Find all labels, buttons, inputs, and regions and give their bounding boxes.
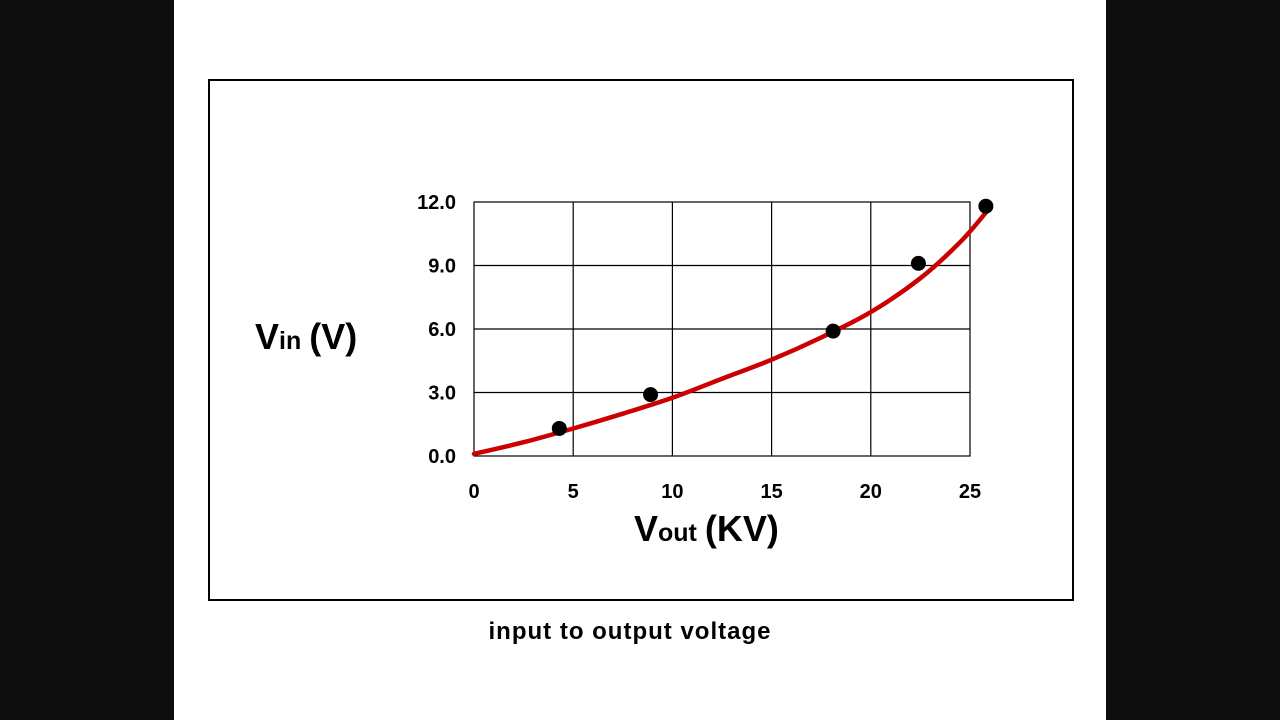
chart: 0.0 3.0 6.0 9.0 12.0 0 5 10 15 20 25 Vin (V) Vout(… xyxy=(255,192,994,549)
data-point xyxy=(910,255,926,271)
y-tick-label: 9.0 xyxy=(428,256,456,278)
y-tick-labels: 0.0 3.0 6.0 9.0 12.0 xyxy=(417,192,456,468)
data-point xyxy=(551,420,567,436)
data-points xyxy=(551,198,994,436)
y-axis-title-unit: (V) xyxy=(309,316,357,357)
y-tick-label: 0.0 xyxy=(428,446,456,468)
data-point xyxy=(825,323,841,339)
y-tick-label: 12.0 xyxy=(417,192,456,214)
data-point xyxy=(978,198,994,214)
y-axis-title-main: V xyxy=(255,316,279,357)
data-point xyxy=(643,387,659,403)
fit-curve-layer xyxy=(471,210,989,457)
x-axis-title-main: V xyxy=(634,508,658,549)
y-tick-label: 6.0 xyxy=(428,319,456,341)
x-tick-labels: 0 5 10 15 20 25 xyxy=(468,481,981,503)
grid xyxy=(473,201,971,457)
caption: input to output voltage xyxy=(488,618,772,645)
fit-curve xyxy=(471,210,989,457)
y-tick-label: 3.0 xyxy=(428,383,456,405)
x-axis-title: Vout (KV) xyxy=(634,508,779,549)
slide: 0.0 3.0 6.0 9.0 12.0 0 5 10 15 20 25 Vin (V) Vout(… xyxy=(174,0,1106,720)
y-axis-title-sub: in xyxy=(279,327,301,355)
x-tick-label: 15 xyxy=(760,481,782,503)
x-tick-label: 5 xyxy=(568,481,579,503)
x-axis-title-sub: out xyxy=(658,519,698,547)
x-tick-label: 20 xyxy=(860,481,882,503)
chart-frame: 0.0 3.0 6.0 9.0 12.0 0 5 10 15 20 25 Vin (V) Vout(… xyxy=(208,79,1074,601)
x-tick-label: 0 xyxy=(468,481,479,503)
x-axis-title-unit: (KV) xyxy=(705,508,779,549)
y-axis-title: Vin (V) xyxy=(255,316,357,357)
x-tick-label: 10 xyxy=(661,481,683,503)
x-tick-label: 25 xyxy=(959,481,981,503)
